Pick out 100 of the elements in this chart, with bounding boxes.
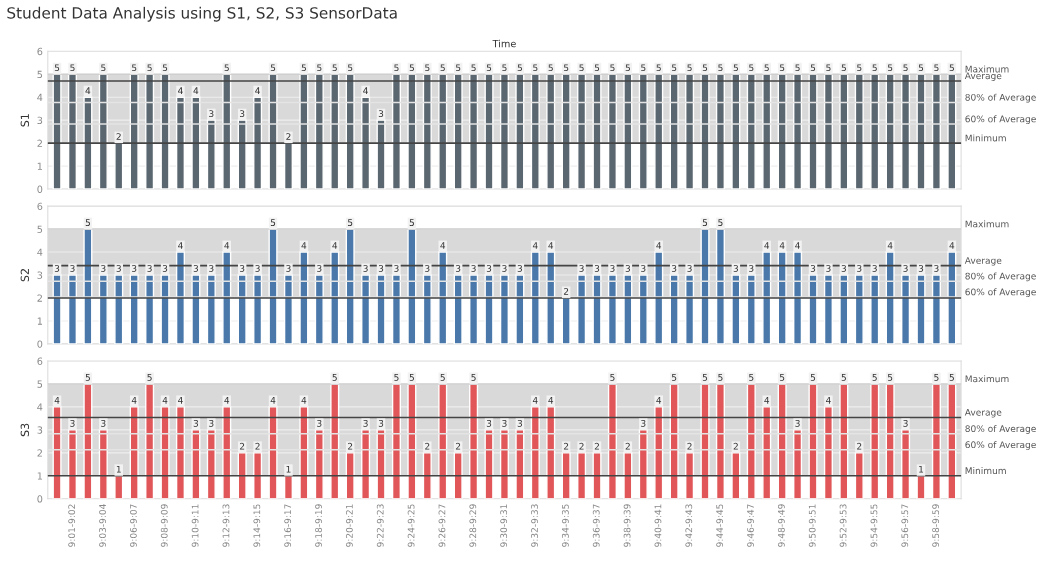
data-label: 4 (178, 242, 183, 249)
data-label: 3 (579, 265, 584, 272)
bar (870, 274, 880, 344)
x-tick-label: 9:42-9:43 (685, 504, 693, 547)
bar (808, 383, 818, 499)
data-label: 5 (749, 374, 754, 381)
data-label: 3 (132, 265, 137, 272)
bar (854, 452, 864, 499)
bar (391, 73, 402, 190)
bar (746, 73, 756, 190)
bar (206, 119, 216, 190)
y-tick-label: 5 (37, 225, 43, 233)
data-label: 2 (255, 442, 260, 450)
bar (175, 96, 186, 190)
data-label: 5 (533, 64, 538, 72)
data-label: 4 (887, 242, 893, 249)
bar (916, 475, 926, 499)
data-label: 5 (147, 64, 152, 72)
data-label: 5 (656, 64, 661, 72)
data-label: 2 (594, 442, 599, 450)
data-label: 1 (286, 465, 291, 473)
data-label: 3 (749, 265, 754, 272)
data-label: 5 (702, 64, 708, 72)
data-label: 5 (394, 374, 399, 381)
data-label: 3 (255, 265, 260, 272)
bar (870, 383, 880, 499)
bar (391, 274, 402, 344)
data-label: 2 (286, 133, 291, 140)
bar (438, 251, 448, 344)
bar (299, 251, 309, 344)
bar (407, 73, 417, 190)
bar (83, 383, 93, 499)
x-tick-label: 9:10-9:11 (191, 504, 199, 547)
bar (607, 73, 617, 190)
y-tick-label: 5 (37, 380, 43, 388)
bar (314, 73, 324, 190)
bar (731, 73, 741, 190)
data-label: 3 (934, 265, 939, 272)
bar (947, 73, 957, 190)
bar (592, 452, 602, 499)
data-label: 2 (455, 442, 461, 450)
ref-line-label: 60% of Average (965, 115, 1036, 125)
data-label: 3 (363, 265, 368, 272)
data-label: 5 (764, 64, 769, 72)
data-label: 5 (610, 64, 615, 72)
data-label: 5 (826, 64, 831, 72)
data-label: 5 (641, 64, 646, 72)
data-label: 5 (779, 64, 785, 72)
data-label: 3 (209, 110, 214, 118)
data-label: 5 (810, 64, 816, 72)
data-label: 3 (147, 265, 152, 272)
data-label: 4 (178, 87, 183, 94)
bar (484, 73, 494, 190)
data-label: 5 (409, 219, 414, 226)
bar (623, 73, 633, 190)
data-label: 3 (594, 265, 600, 272)
x-tick-label: 9:44-9:45 (716, 504, 724, 547)
bar (83, 228, 93, 344)
bar (253, 452, 263, 499)
bar (654, 251, 664, 344)
y-tick-label: 0 (37, 495, 43, 503)
data-label: 5 (440, 64, 445, 72)
data-label: 4 (332, 242, 338, 249)
bar (561, 73, 571, 190)
x-tick-label: 9:40-9:41 (654, 504, 662, 547)
bar (715, 73, 725, 190)
data-label: 3 (101, 265, 106, 272)
data-label: 3 (101, 419, 106, 427)
bar (129, 406, 139, 499)
bar (67, 274, 78, 344)
data-label: 5 (409, 64, 414, 72)
y-tick-label: 3 (37, 116, 43, 125)
x-tick-label: 9:32-9:33 (531, 504, 538, 547)
x-tick-label: 9:14-9:15 (253, 504, 261, 547)
x-tick-label: 9:03-9:04 (99, 504, 106, 547)
data-label: 2 (687, 442, 692, 450)
data-label: 5 (702, 219, 708, 226)
data-label: 4 (795, 242, 800, 249)
bar (530, 251, 540, 344)
data-label: 5 (486, 64, 492, 72)
bar (222, 251, 232, 344)
bar (407, 228, 417, 344)
data-label: 5 (857, 64, 862, 72)
bar (129, 274, 139, 344)
x-tick-label: 9:20-9:21 (345, 504, 353, 547)
bar (376, 119, 386, 190)
data-label: 3 (857, 265, 862, 272)
bar (52, 274, 62, 344)
data-label: 5 (887, 64, 893, 72)
data-label: 5 (795, 64, 800, 72)
bar (453, 274, 463, 344)
data-label: 3 (70, 265, 75, 272)
y-axis-title: S3 (20, 423, 30, 437)
bar (777, 73, 787, 190)
data-label: 3 (394, 265, 399, 272)
data-label: 5 (949, 374, 954, 381)
data-label: 5 (455, 64, 461, 72)
data-label: 4 (440, 242, 446, 249)
data-label: 5 (702, 374, 708, 381)
data-label: 5 (85, 219, 90, 226)
